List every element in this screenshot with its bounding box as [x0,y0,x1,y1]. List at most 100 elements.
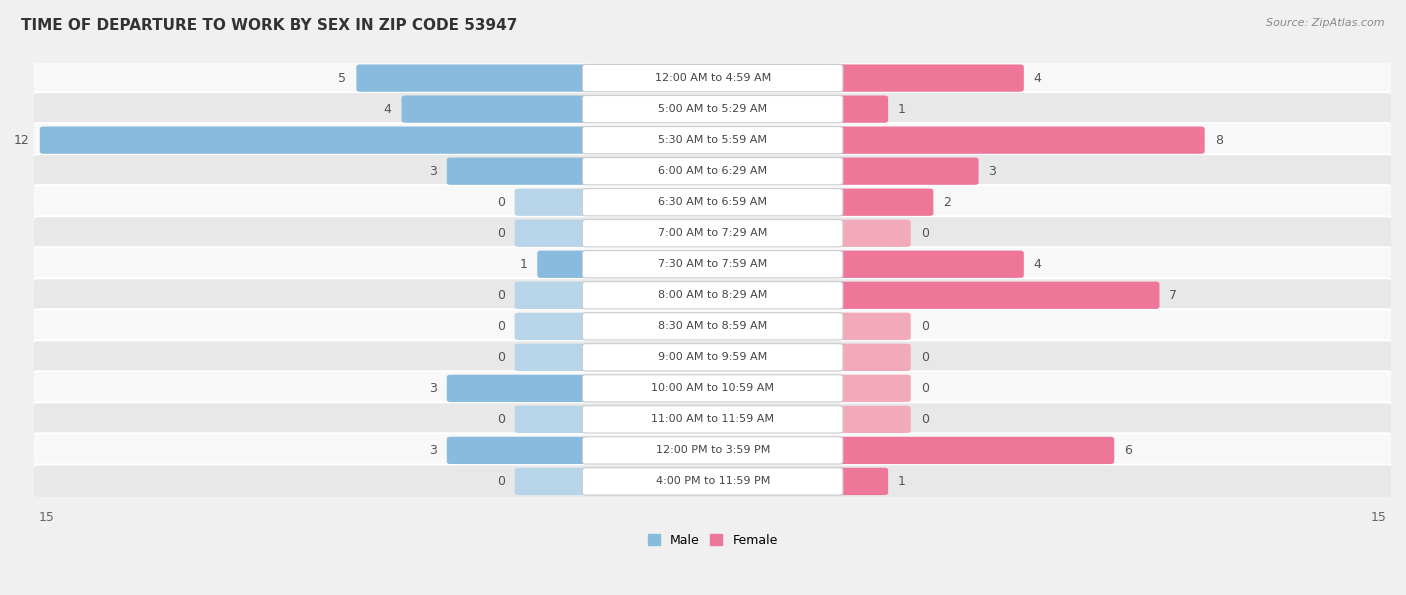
FancyBboxPatch shape [515,189,589,216]
FancyBboxPatch shape [32,464,1393,499]
FancyBboxPatch shape [32,154,1393,188]
FancyBboxPatch shape [582,312,844,340]
FancyBboxPatch shape [582,95,844,123]
Text: 1: 1 [519,258,527,271]
FancyBboxPatch shape [835,406,911,433]
FancyBboxPatch shape [582,281,844,309]
FancyBboxPatch shape [32,61,1393,95]
FancyBboxPatch shape [582,158,844,185]
FancyBboxPatch shape [447,375,589,402]
Text: 5:00 AM to 5:29 AM: 5:00 AM to 5:29 AM [658,104,768,114]
FancyBboxPatch shape [515,281,589,309]
Text: 4: 4 [384,102,392,115]
FancyBboxPatch shape [582,468,844,495]
FancyBboxPatch shape [835,344,911,371]
FancyBboxPatch shape [835,437,1114,464]
FancyBboxPatch shape [32,340,1393,374]
FancyBboxPatch shape [835,95,889,123]
Text: 3: 3 [429,382,437,395]
FancyBboxPatch shape [515,406,589,433]
FancyBboxPatch shape [835,312,911,340]
Text: 12:00 PM to 3:59 PM: 12:00 PM to 3:59 PM [655,446,770,455]
Text: 15: 15 [1371,511,1386,524]
Text: 10:00 AM to 10:59 AM: 10:00 AM to 10:59 AM [651,383,775,393]
Text: Source: ZipAtlas.com: Source: ZipAtlas.com [1267,18,1385,28]
FancyBboxPatch shape [32,185,1393,220]
Text: 8:30 AM to 8:59 AM: 8:30 AM to 8:59 AM [658,321,768,331]
Legend: Male, Female: Male, Female [648,534,778,547]
FancyBboxPatch shape [582,437,844,464]
Text: TIME OF DEPARTURE TO WORK BY SEX IN ZIP CODE 53947: TIME OF DEPARTURE TO WORK BY SEX IN ZIP … [21,18,517,33]
Text: 6:00 AM to 6:29 AM: 6:00 AM to 6:29 AM [658,166,768,176]
FancyBboxPatch shape [32,123,1393,157]
FancyBboxPatch shape [835,220,911,247]
Text: 0: 0 [921,351,929,364]
Text: 0: 0 [496,413,505,426]
Text: 0: 0 [921,320,929,333]
FancyBboxPatch shape [32,433,1393,468]
Text: 2: 2 [943,196,952,209]
FancyBboxPatch shape [835,64,1024,92]
FancyBboxPatch shape [402,95,589,123]
FancyBboxPatch shape [356,64,589,92]
Text: 4: 4 [1033,71,1042,84]
Text: 0: 0 [496,289,505,302]
Text: 9:00 AM to 9:59 AM: 9:00 AM to 9:59 AM [658,352,768,362]
Text: 12: 12 [14,134,30,146]
Text: 8:00 AM to 8:29 AM: 8:00 AM to 8:29 AM [658,290,768,300]
FancyBboxPatch shape [32,402,1393,437]
Text: 3: 3 [429,165,437,178]
FancyBboxPatch shape [582,127,844,154]
Text: 8: 8 [1215,134,1223,146]
Text: 0: 0 [496,196,505,209]
FancyBboxPatch shape [32,371,1393,405]
FancyBboxPatch shape [32,216,1393,250]
Text: 7: 7 [1170,289,1177,302]
FancyBboxPatch shape [835,250,1024,278]
Text: 4: 4 [1033,258,1042,271]
Text: 4:00 PM to 11:59 PM: 4:00 PM to 11:59 PM [655,477,770,487]
Text: 1: 1 [898,102,905,115]
FancyBboxPatch shape [447,437,589,464]
Text: 11:00 AM to 11:59 AM: 11:00 AM to 11:59 AM [651,414,775,424]
FancyBboxPatch shape [835,468,889,495]
FancyBboxPatch shape [582,220,844,247]
FancyBboxPatch shape [835,375,911,402]
FancyBboxPatch shape [582,64,844,92]
Text: 7:00 AM to 7:29 AM: 7:00 AM to 7:29 AM [658,228,768,238]
FancyBboxPatch shape [835,158,979,185]
FancyBboxPatch shape [835,189,934,216]
FancyBboxPatch shape [39,127,589,154]
Text: 1: 1 [898,475,905,488]
Text: 12:00 AM to 4:59 AM: 12:00 AM to 4:59 AM [655,73,770,83]
FancyBboxPatch shape [582,250,844,278]
Text: 0: 0 [496,351,505,364]
FancyBboxPatch shape [515,220,589,247]
FancyBboxPatch shape [32,309,1393,343]
Text: 5: 5 [339,71,346,84]
FancyBboxPatch shape [515,312,589,340]
FancyBboxPatch shape [582,375,844,402]
FancyBboxPatch shape [515,468,589,495]
Text: 3: 3 [988,165,997,178]
Text: 5:30 AM to 5:59 AM: 5:30 AM to 5:59 AM [658,135,768,145]
Text: 0: 0 [496,227,505,240]
Text: 6:30 AM to 6:59 AM: 6:30 AM to 6:59 AM [658,197,768,207]
Text: 0: 0 [496,320,505,333]
FancyBboxPatch shape [835,281,1160,309]
FancyBboxPatch shape [582,189,844,216]
Text: 7:30 AM to 7:59 AM: 7:30 AM to 7:59 AM [658,259,768,270]
FancyBboxPatch shape [582,406,844,433]
Text: 0: 0 [921,413,929,426]
Text: 3: 3 [429,444,437,457]
FancyBboxPatch shape [835,127,1205,154]
FancyBboxPatch shape [32,278,1393,312]
FancyBboxPatch shape [447,158,589,185]
Text: 15: 15 [39,511,55,524]
Text: 0: 0 [921,227,929,240]
FancyBboxPatch shape [32,92,1393,126]
Text: 0: 0 [921,382,929,395]
FancyBboxPatch shape [582,344,844,371]
Text: 6: 6 [1125,444,1132,457]
FancyBboxPatch shape [515,344,589,371]
